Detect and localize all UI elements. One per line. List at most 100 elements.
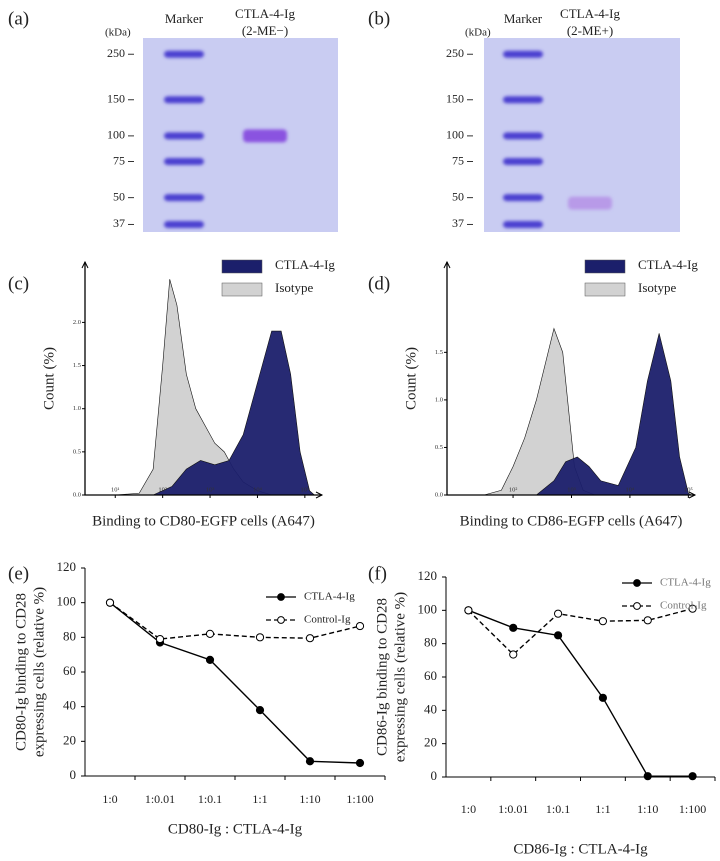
data-point bbox=[553, 631, 563, 640]
y-tick-label: 60 bbox=[424, 668, 437, 683]
y-tick-label: 1.0 bbox=[435, 396, 443, 403]
y-tick-label: 37 bbox=[113, 216, 125, 230]
lane-label: CTLA-4-Ig bbox=[560, 6, 620, 21]
series-line bbox=[468, 609, 693, 777]
x-tick-label: 10⁴ bbox=[626, 486, 636, 493]
data-point bbox=[355, 758, 365, 768]
legend-marker bbox=[633, 579, 641, 587]
x-tick-label: 10⁴ bbox=[253, 486, 263, 493]
x-tick-label: 1:0 bbox=[102, 792, 117, 806]
data-point bbox=[255, 633, 265, 642]
legend-marker bbox=[277, 593, 285, 601]
lane-label: Marker bbox=[504, 11, 543, 26]
axis-arrow bbox=[443, 260, 451, 269]
lane-sublabel: (2-ME+) bbox=[567, 23, 613, 38]
y-axis-label: Count (%) bbox=[403, 347, 419, 410]
y-tick-label: 80 bbox=[63, 628, 76, 643]
axis-arrow bbox=[688, 491, 697, 499]
x-tick-label: 10⁵ bbox=[684, 486, 693, 493]
x-tick-label: 10² bbox=[158, 486, 167, 493]
y-tick-label: 2.0 bbox=[73, 319, 81, 326]
y-axis-label: expressing cells (relative %) bbox=[31, 587, 47, 757]
data-point bbox=[688, 772, 697, 781]
y-tick-label: 0 bbox=[70, 767, 77, 782]
x-tick-label: 1:100 bbox=[679, 802, 706, 816]
data-point bbox=[155, 634, 165, 644]
band bbox=[243, 129, 287, 143]
data-point bbox=[105, 598, 115, 607]
y-tick-label: 80 bbox=[424, 635, 437, 650]
x-tick-label: 1:1 bbox=[252, 792, 267, 806]
legend-label: CTLA-4-Ig bbox=[660, 577, 711, 589]
legend-marker bbox=[277, 616, 285, 624]
panel-label: (b) bbox=[368, 8, 390, 29]
panel-label: (e) bbox=[8, 563, 29, 584]
panel-label: (d) bbox=[368, 273, 390, 294]
band bbox=[503, 50, 543, 58]
data-point bbox=[464, 606, 473, 615]
y-tick-label: 37 bbox=[452, 216, 464, 230]
band bbox=[568, 196, 612, 210]
y-tick-label: 1.5 bbox=[435, 349, 443, 356]
data-point bbox=[509, 650, 518, 659]
legend-label: Control-Ig bbox=[304, 614, 351, 626]
band bbox=[503, 96, 543, 104]
y-tick-label: 50 bbox=[113, 189, 125, 203]
y-tick-label: 250 bbox=[107, 46, 125, 60]
x-tick-label: 1:0.01 bbox=[498, 802, 528, 816]
x-tick-label: 1:0.1 bbox=[546, 802, 570, 816]
y-tick-label: 20 bbox=[63, 732, 76, 747]
y-axis-label: CD80-Ig binding to CD28 bbox=[13, 593, 29, 751]
y-tick-label: 75 bbox=[452, 153, 464, 167]
data-point bbox=[305, 757, 315, 766]
data-point bbox=[553, 609, 563, 618]
band bbox=[503, 132, 543, 140]
legend-swatch bbox=[584, 282, 626, 297]
y-axis-label: expressing cells (relative %) bbox=[392, 592, 408, 762]
x-tick-label: 10³ bbox=[206, 486, 215, 493]
legend-label: CTLA-4-Ig bbox=[275, 257, 335, 272]
data-point bbox=[643, 772, 652, 781]
data-point bbox=[643, 616, 652, 625]
x-axis-label: CD86-Ig : CTLA-4-Ig bbox=[513, 841, 648, 857]
band bbox=[164, 220, 204, 228]
y-tick-label: 250 bbox=[446, 46, 464, 60]
lane-sublabel: (2-ME−) bbox=[242, 23, 288, 38]
band bbox=[164, 132, 204, 140]
legend-swatch bbox=[221, 259, 263, 274]
y-tick-label: 20 bbox=[424, 735, 437, 750]
axis-unit: (kDa) bbox=[105, 27, 131, 39]
band bbox=[503, 194, 543, 202]
x-tick-label: 1:10 bbox=[637, 802, 658, 816]
panel-label: (a) bbox=[8, 8, 29, 29]
band bbox=[503, 158, 543, 166]
axis-arrow bbox=[81, 260, 89, 269]
y-tick-label: 100 bbox=[418, 601, 438, 616]
panel-label: (c) bbox=[8, 273, 29, 294]
data-point bbox=[509, 623, 518, 632]
x-tick-label: 10⁵ bbox=[300, 486, 309, 493]
lane-label: CTLA-4-Ig bbox=[235, 6, 295, 21]
y-axis-label: Count (%) bbox=[41, 347, 57, 410]
x-tick-label: 10² bbox=[509, 486, 518, 493]
axis-unit: (kDa) bbox=[465, 27, 491, 39]
x-tick-label: 10¹ bbox=[111, 486, 120, 493]
x-tick-label: 1:10 bbox=[299, 792, 320, 806]
band bbox=[164, 50, 204, 58]
x-tick-label: 1:1 bbox=[595, 802, 610, 816]
data-point bbox=[305, 634, 315, 643]
x-tick-label: 1:0.1 bbox=[198, 792, 222, 806]
legend-label: Isotype bbox=[638, 280, 677, 295]
y-tick-label: 0.0 bbox=[73, 491, 81, 498]
legend-label: CTLA-4-Ig bbox=[638, 257, 698, 272]
y-tick-label: 0.5 bbox=[435, 444, 443, 451]
legend-label: Isotype bbox=[275, 280, 314, 295]
x-axis-label: Binding to CD80-EGFP cells (A647) bbox=[92, 513, 315, 529]
legend-marker bbox=[633, 602, 641, 610]
y-axis-label: CD86-Ig binding to CD28 bbox=[374, 598, 390, 756]
legend-swatch bbox=[221, 282, 263, 297]
y-tick-label: 1.5 bbox=[73, 362, 81, 369]
y-tick-label: 120 bbox=[418, 568, 438, 583]
series-line bbox=[467, 607, 693, 656]
y-tick-label: 60 bbox=[63, 663, 76, 678]
